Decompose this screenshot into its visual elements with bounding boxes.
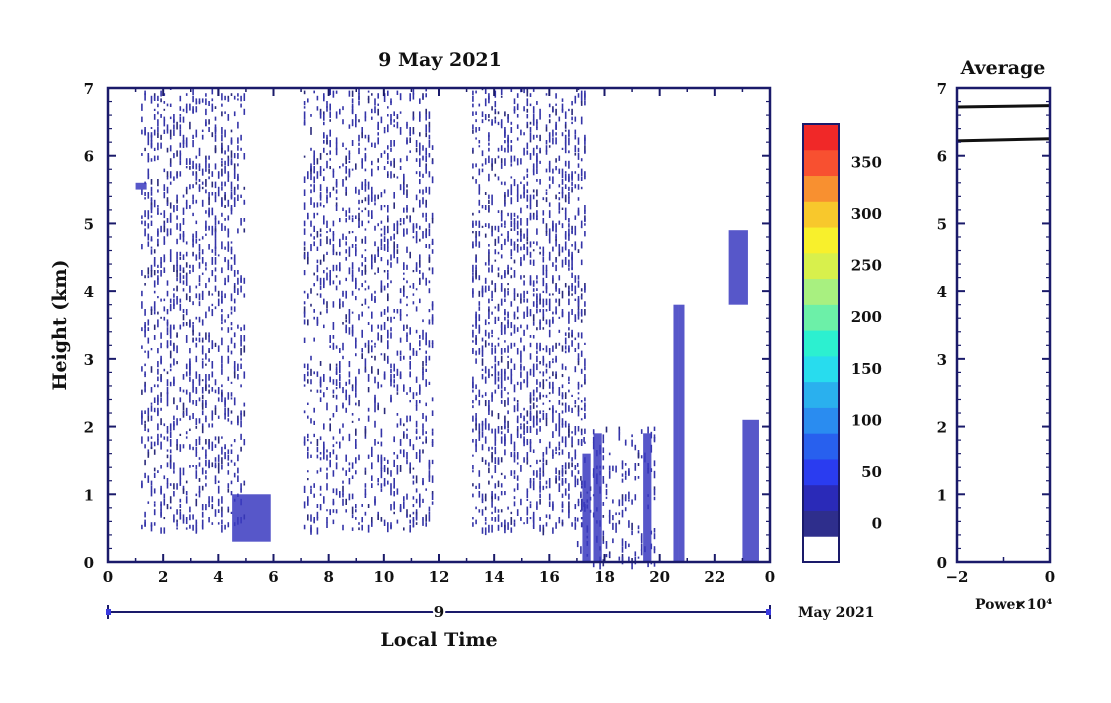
main-y-axis-label: Height (km) bbox=[49, 260, 71, 391]
main-y-tick-label: 4 bbox=[84, 283, 94, 301]
colorbar-tick-labels: 0 50 100 150 200 250 300 350 bbox=[851, 154, 882, 533]
main-x-tick-label: 22 bbox=[704, 568, 725, 586]
main-x-tick-label: 6 bbox=[268, 568, 278, 586]
main-x-tick-label: 18 bbox=[594, 568, 615, 586]
strong-echo bbox=[742, 419, 759, 562]
colorbar-band bbox=[803, 278, 839, 305]
main-x-tick-label: 0 bbox=[103, 568, 113, 586]
main-y-tick-label: 0 bbox=[84, 554, 94, 572]
colorbar-tick-label: 200 bbox=[851, 308, 882, 326]
average-x-tick-label: −2 bbox=[945, 568, 968, 586]
average-series-line bbox=[956, 104, 1051, 109]
colorbar-band bbox=[803, 201, 839, 228]
colorbar-band bbox=[803, 304, 839, 331]
average-y-tick-label: 4 bbox=[937, 283, 947, 301]
colorbar-tick-label: 100 bbox=[851, 411, 882, 429]
date-bar bbox=[106, 605, 771, 619]
average-series-line bbox=[956, 137, 1051, 143]
colorbar-band bbox=[803, 510, 839, 537]
main-x-tick-label: 16 bbox=[539, 568, 560, 586]
month-label: May 2021 bbox=[798, 605, 875, 621]
echo-speckle bbox=[141, 88, 656, 570]
main-y-tick-label: 3 bbox=[84, 351, 94, 369]
main-x-tick-label: 10 bbox=[373, 568, 394, 586]
main-x-tick-label: 14 bbox=[484, 568, 505, 586]
main-x-tick-label: 20 bbox=[649, 568, 670, 586]
main-x-axis-label: Local Time bbox=[380, 629, 497, 651]
main-y-tick-label: 7 bbox=[84, 80, 94, 98]
main-y-ticks: 0 1 2 3 4 5 6 7 bbox=[84, 80, 770, 572]
strong-echo bbox=[593, 433, 602, 562]
average-y-tick-label: 7 bbox=[937, 80, 947, 98]
average-y-tick-label: 5 bbox=[937, 215, 947, 233]
main-plot-frame bbox=[106, 86, 772, 564]
average-x-tick-label: 0 bbox=[1045, 568, 1055, 586]
colorbar-tick-label: 300 bbox=[851, 205, 882, 223]
average-panel-data bbox=[956, 104, 1051, 143]
colorbar-band bbox=[803, 149, 839, 177]
main-heatmap-data bbox=[135, 88, 759, 570]
strong-echo bbox=[728, 230, 748, 305]
colorbar-band bbox=[803, 252, 839, 280]
date-bar-day-label: 9 bbox=[434, 603, 444, 621]
colorbar-band bbox=[803, 536, 839, 563]
main-x-tick-label: 12 bbox=[429, 568, 450, 586]
main-y-tick-label: 5 bbox=[84, 215, 94, 233]
colorbar-band bbox=[803, 484, 839, 511]
strong-echo bbox=[135, 182, 147, 190]
colorbar-band bbox=[803, 407, 839, 434]
average-x-ticks: −2 0 bbox=[945, 554, 1055, 586]
colorbar-band bbox=[803, 381, 839, 408]
main-x-tick-label: 0 bbox=[765, 568, 775, 586]
average-y-ticks: 0 1 2 3 4 5 6 7 bbox=[937, 80, 1050, 572]
main-x-tick-label: 2 bbox=[158, 568, 168, 586]
colorbar-band bbox=[803, 433, 839, 460]
colorbar-band bbox=[803, 175, 839, 202]
strong-echo bbox=[232, 494, 271, 542]
main-chart-title: 9 May 2021 bbox=[378, 49, 502, 71]
strong-echo bbox=[678, 304, 685, 562]
main-y-tick-label: 2 bbox=[84, 419, 94, 437]
colorbar-band bbox=[803, 227, 839, 254]
main-y-tick-label: 1 bbox=[84, 486, 94, 504]
average-x-scale-label: ×10⁴ bbox=[1015, 597, 1052, 613]
colorbar bbox=[802, 123, 840, 563]
colorbar-band bbox=[803, 355, 839, 383]
average-y-tick-label: 2 bbox=[937, 419, 947, 437]
strong-echo bbox=[673, 304, 679, 562]
main-y-tick-label: 6 bbox=[84, 148, 94, 166]
main-x-tick-label: 8 bbox=[323, 568, 333, 586]
colorbar-tick-label: 250 bbox=[851, 257, 882, 275]
average-y-tick-label: 6 bbox=[937, 148, 947, 166]
average-x-axis-label: Power bbox=[975, 597, 1023, 613]
strong-echoes bbox=[135, 182, 759, 562]
colorbar-tick-label: 0 bbox=[872, 514, 882, 532]
main-x-tick-label: 4 bbox=[213, 568, 223, 586]
average-y-tick-label: 3 bbox=[937, 351, 947, 369]
colorbar-band bbox=[803, 330, 839, 357]
average-y-tick-label: 0 bbox=[937, 554, 947, 572]
average-panel-frame bbox=[955, 86, 1052, 564]
average-panel-title: Average bbox=[960, 57, 1046, 79]
colorbar-band bbox=[803, 458, 839, 486]
strong-echo bbox=[582, 453, 591, 562]
colorbar-tick-label: 50 bbox=[861, 463, 882, 481]
colorbar-tick-label: 350 bbox=[851, 154, 882, 172]
strong-echo bbox=[643, 433, 652, 562]
colorbar-tick-label: 150 bbox=[851, 360, 882, 378]
colorbar-band bbox=[803, 124, 839, 151]
average-y-tick-label: 1 bbox=[937, 486, 947, 504]
main-x-ticks: 0 2 4 6 8 10 12 14 16 18 20 22 0 bbox=[103, 88, 775, 586]
